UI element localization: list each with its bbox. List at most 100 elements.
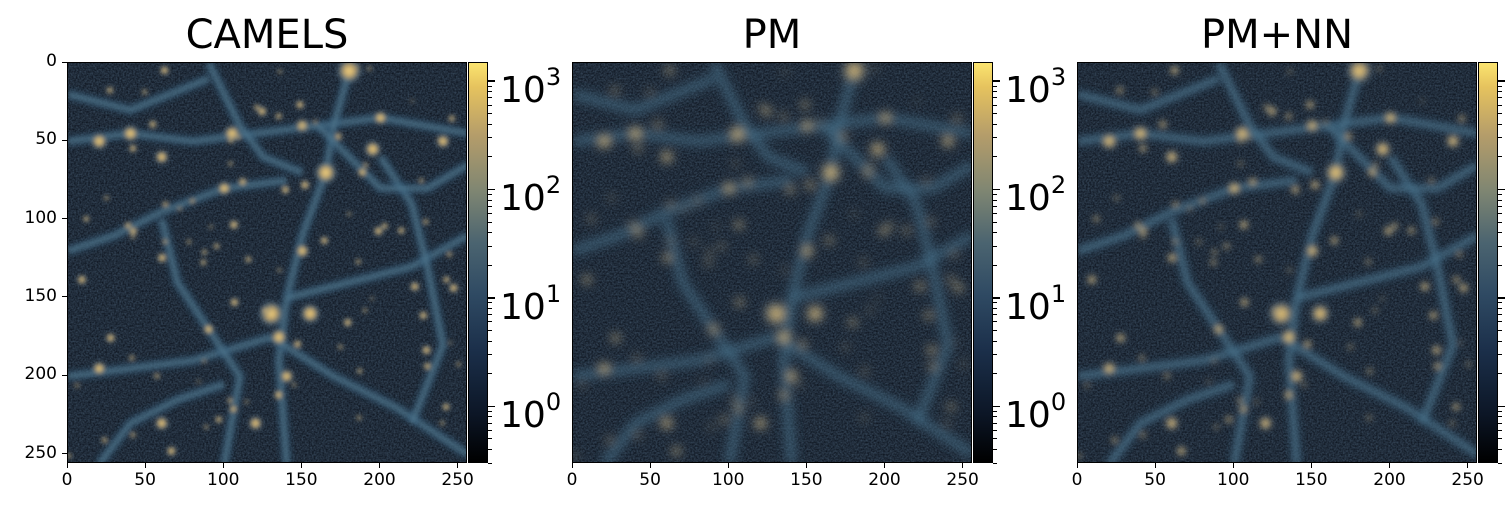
- colorbar-minor-tick: [1498, 213, 1502, 215]
- colorbar-minor-tick: [1498, 137, 1502, 139]
- x-tick-mark: [884, 463, 885, 468]
- colorbar-minor-tick: [993, 193, 997, 195]
- x-tick-mark: [1310, 463, 1312, 468]
- x-tick-label: 200: [868, 470, 901, 490]
- colorbar-major-tick: [1498, 80, 1505, 82]
- colorbar-tick-label: 101: [500, 280, 561, 326]
- colorbar-minor-tick: [1498, 232, 1502, 234]
- x-tick-mark: [805, 463, 807, 468]
- colorbar-minor-tick: [488, 213, 492, 215]
- colorbar-minor-tick: [993, 302, 997, 304]
- colorbar-minor-tick: [993, 113, 997, 115]
- density-image: [572, 62, 972, 463]
- colorbar-minor-tick: [488, 199, 492, 201]
- colorbar-minor-tick: [993, 354, 997, 356]
- density-map: [68, 63, 466, 462]
- colorbar-minor-tick: [1498, 438, 1502, 440]
- colorbar-minor-tick: [1498, 448, 1502, 450]
- colorbar-minor-tick: [488, 410, 492, 412]
- panel-title: PM+NN: [1201, 12, 1353, 58]
- colorbar-minor-tick: [1498, 321, 1502, 323]
- colorbar-minor-tick: [488, 429, 492, 431]
- colorbar-tick-base: 10: [500, 178, 546, 220]
- colorbar-tick-exponent: 3: [1050, 63, 1067, 92]
- colorbar-minor-tick: [1498, 156, 1502, 158]
- x-tick-mark: [727, 463, 729, 468]
- colorbar-minor-tick: [993, 321, 997, 323]
- colorbar-major-tick: [1498, 405, 1505, 408]
- x-tick-label: 0: [61, 470, 73, 490]
- colorbar-minor-tick: [488, 193, 492, 195]
- colorbar-minor-tick: [1498, 330, 1502, 332]
- x-tick-mark: [571, 463, 573, 468]
- x-tick-mark: [222, 463, 224, 468]
- y-tick-mark: [62, 453, 67, 455]
- x-tick-label: 100: [207, 470, 240, 490]
- colorbar-minor-tick: [1498, 307, 1502, 309]
- colorbar-minor-tick: [993, 104, 997, 106]
- colorbar-minor-tick: [993, 462, 997, 464]
- colorbar-minor-tick: [993, 232, 997, 234]
- colorbar-major-tick: [993, 405, 1000, 408]
- x-tick-label: 150: [1295, 470, 1328, 490]
- y-tick-mark: [62, 139, 67, 141]
- colorbar-minor-tick: [488, 422, 492, 424]
- colorbar-major-tick: [993, 297, 1000, 299]
- x-tick-label: 100: [712, 470, 745, 490]
- colorbar-minor-tick: [1498, 422, 1502, 424]
- y-tick-mark: [62, 296, 67, 298]
- colorbar-minor-tick: [993, 373, 997, 375]
- colorbar-minor-tick: [993, 213, 997, 215]
- colorbar-minor-tick: [993, 156, 997, 158]
- colorbar-minor-tick: [1498, 199, 1502, 201]
- colorbar-minor-tick: [488, 104, 492, 106]
- colorbar-minor-tick: [993, 221, 997, 223]
- colorbar-minor-tick: [993, 307, 997, 309]
- colorbar-minor-tick: [1498, 193, 1502, 195]
- colorbar-tick-base: 10: [500, 70, 546, 112]
- y-tick-mark: [62, 61, 67, 63]
- colorbar-minor-tick: [488, 97, 492, 99]
- colorbar-minor-tick: [1498, 340, 1502, 342]
- colorbar-minor-tick: [993, 448, 997, 450]
- colorbar-major-tick: [1498, 297, 1505, 299]
- x-tick-label: 250: [441, 470, 474, 490]
- colorbar-minor-tick: [993, 422, 997, 424]
- y-tick-label: 150: [24, 285, 57, 306]
- colorbar-tick-base: 10: [500, 286, 546, 328]
- colorbar-minor-tick: [488, 438, 492, 440]
- colorbar-minor-tick: [1498, 97, 1502, 99]
- colorbar-minor-tick: [488, 123, 492, 125]
- colorbar-minor-tick: [993, 264, 997, 266]
- colorbar-major-tick: [488, 188, 495, 191]
- colorbar-minor-tick: [993, 97, 997, 99]
- colorbar-minor-tick: [488, 354, 492, 356]
- colorbar-minor-tick: [1498, 123, 1502, 125]
- x-tick-mark: [1232, 463, 1234, 468]
- x-tick-label: 200: [363, 470, 396, 490]
- colorbar-minor-tick: [488, 307, 492, 309]
- x-tick-label: 250: [1451, 470, 1484, 490]
- x-tick-label: 250: [946, 470, 979, 490]
- colorbar-tick-exponent: 2: [545, 171, 562, 200]
- colorbar-tick-label: 101: [1005, 280, 1066, 326]
- colorbar-minor-tick: [1498, 113, 1502, 115]
- x-tick-label: 50: [1144, 470, 1166, 490]
- colorbar-tick-label: 102: [1005, 171, 1066, 217]
- colorbar-minor-tick: [488, 137, 492, 139]
- colorbar-minor-tick: [993, 340, 997, 342]
- colorbar-minor-tick: [993, 85, 997, 87]
- x-tick-label: 100: [1217, 470, 1250, 490]
- colorbar-minor-tick: [488, 314, 492, 316]
- colorbar-minor-tick: [488, 91, 492, 93]
- colorbar-minor-tick: [993, 91, 997, 93]
- y-tick-label: 0: [46, 51, 57, 71]
- colorbar-minor-tick: [993, 429, 997, 431]
- colorbar-minor-tick: [993, 199, 997, 201]
- x-tick-label: 50: [639, 470, 661, 490]
- colorbar-minor-tick: [488, 221, 492, 223]
- colorbar-minor-tick: [1498, 302, 1502, 304]
- colorbar-minor-tick: [488, 232, 492, 234]
- colorbar-tick-label: 103: [500, 63, 561, 109]
